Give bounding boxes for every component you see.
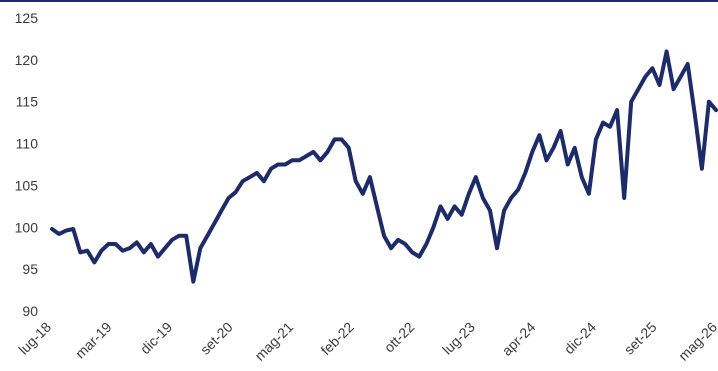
y-tick-label: 125 <box>15 10 39 26</box>
x-tick-label: dic-19 <box>137 319 175 357</box>
x-tick-label: mar-19 <box>72 319 115 362</box>
x-tick-label: mag-26 <box>675 319 718 364</box>
x-tick-label: ott-22 <box>381 319 418 356</box>
y-axis: 90 95 100 105 110 115 120 125 <box>15 10 39 319</box>
y-tick-label: 115 <box>16 94 39 110</box>
y-tick-label: 95 <box>22 261 38 277</box>
y-tick-label: 90 <box>22 303 38 319</box>
y-tick-label: 110 <box>16 136 39 152</box>
x-tick-label: apr-24 <box>499 319 539 359</box>
x-tick-label: lug-23 <box>439 319 478 358</box>
x-axis: lug-18 mar-19 dic-19 set-20 mag-21 feb-22 ott-… <box>15 319 718 364</box>
x-tick-label: set-20 <box>197 319 236 358</box>
x-tick-label: feb-22 <box>317 319 357 359</box>
y-tick-label: 120 <box>15 52 39 68</box>
series-line <box>50 49 718 284</box>
x-tick-label: dic-24 <box>561 319 599 357</box>
x-tick-label: set-25 <box>621 319 660 358</box>
y-tick-label: 105 <box>15 177 39 193</box>
y-tick-label: 100 <box>15 219 39 235</box>
x-tick-label: lug-18 <box>15 319 54 358</box>
x-tick-label: mag-21 <box>251 319 296 364</box>
